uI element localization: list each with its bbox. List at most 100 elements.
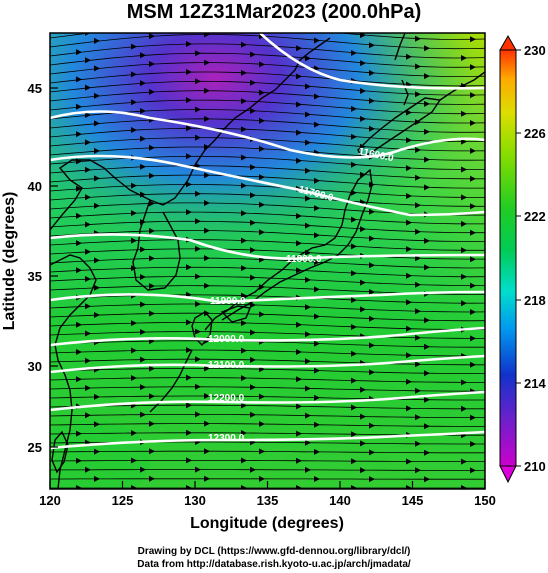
wind-arrow: [296, 45, 302, 52]
wind-arrow: [314, 177, 320, 184]
streamline: [50, 62, 485, 78]
contour-label: 12100.0: [208, 360, 245, 371]
wind-arrow: [204, 144, 210, 150]
wind-arrow: [406, 378, 412, 385]
wind-arrow: [470, 414, 476, 421]
wind-arrow: [369, 315, 375, 322]
wind-arrow: [424, 156, 430, 163]
wind-arrow: [424, 100, 430, 107]
wind-arrow: [140, 356, 146, 363]
streamline: [50, 276, 485, 287]
wind-arrow: [369, 97, 375, 104]
wind-arrow: [406, 219, 412, 226]
wind-arrow: [351, 50, 357, 56]
wind-arrow: [241, 154, 247, 161]
wind-arrow: [186, 457, 192, 464]
wind-arrow: [360, 386, 366, 393]
wind-arrow: [195, 328, 201, 335]
streamline: [50, 377, 485, 383]
wind-arrow: [241, 182, 247, 189]
wind-arrow: [470, 147, 476, 154]
wind-arrow: [351, 350, 357, 357]
footer-credit-data: Data from http://database.rish.kyoto-u.a…: [137, 559, 411, 570]
wind-arrow: [76, 321, 82, 328]
wind-arrow: [351, 243, 357, 250]
wind-arrow: [369, 70, 375, 76]
wind-arrow: [195, 301, 201, 308]
wind-arrow: [360, 279, 366, 286]
wind-arrow: [461, 485, 467, 489]
wind-arrow: [195, 383, 201, 390]
wind-arrow: [186, 69, 192, 75]
wind-arrow: [85, 357, 91, 364]
wind-arrow: [250, 247, 256, 254]
streamline: [50, 294, 485, 304]
wind-arrow: [131, 237, 137, 244]
wind-arrow: [305, 466, 311, 473]
wind-arrow: [305, 304, 311, 311]
streamline: [50, 257, 485, 269]
wind-arrow: [470, 92, 476, 99]
wind-arrow: [241, 126, 247, 133]
streamline: [50, 303, 485, 313]
wind-arrow: [85, 303, 91, 310]
wind-arrow: [76, 212, 82, 219]
wind-arrow: [94, 257, 100, 264]
wind-arrow: [351, 404, 357, 411]
y-tick-labels: 25 30 35 40 45: [28, 81, 42, 455]
wind-arrow: [424, 45, 430, 52]
wind-arrow: [140, 246, 146, 253]
wind-arrow: [131, 457, 137, 464]
colorbar-min-arrow: [499, 465, 517, 484]
streamline: [50, 312, 485, 322]
wind-arrow: [131, 182, 137, 189]
streamline: [50, 358, 485, 366]
wind-arrow: [415, 281, 421, 288]
wind-arrow: [94, 448, 100, 455]
coastline-sakhalin: [394, 33, 409, 106]
wind-arrow: [351, 161, 357, 168]
wind-arrow: [314, 37, 320, 44]
streamline: [50, 469, 485, 471]
wind-arrow: [195, 218, 201, 225]
wind-arrow: [424, 184, 430, 191]
wind-arrow: [76, 76, 82, 83]
wind-arrow: [94, 421, 100, 428]
wind-arrow: [351, 297, 357, 304]
wind-arrow: [461, 273, 467, 280]
wind-arrow: [415, 228, 421, 235]
wind-arrow: [76, 131, 82, 138]
wind-arrow: [250, 23, 256, 29]
wind-arrow: [250, 192, 256, 199]
wind-arrow: [296, 349, 302, 355]
wind-arrow: [149, 61, 155, 67]
coastline-japan-shikoku: [220, 305, 251, 323]
wind-arrow: [360, 33, 366, 39]
wind-arrow: [461, 300, 467, 307]
wind-arrow: [296, 403, 302, 410]
wind-arrow: [241, 69, 247, 76]
streamline: [50, 137, 485, 152]
wind-arrow: [76, 185, 82, 192]
wind-arrow: [314, 232, 320, 239]
wind-arrow: [415, 440, 421, 447]
wind-arrow: [186, 429, 192, 436]
wind-arrow: [140, 301, 146, 308]
coastline-china-east: [50, 254, 97, 489]
wind-arrow: [470, 309, 476, 315]
wind-arrow: [470, 335, 476, 342]
wind-arrow: [85, 166, 91, 173]
wind-arrow: [131, 127, 137, 133]
wind-arrow: [140, 329, 146, 335]
x-tick-label: 150: [474, 493, 496, 508]
wind-arrow: [470, 175, 476, 182]
wind-arrow: [204, 255, 210, 262]
wind-arrow: [186, 209, 192, 216]
wind-arrow: [415, 91, 421, 98]
wind-arrow: [415, 334, 421, 341]
wind-arrow: [94, 475, 100, 482]
wind-arrow: [296, 485, 302, 489]
x-axis: [49, 481, 486, 489]
wind-arrow: [241, 430, 247, 436]
wind-arrow: [360, 143, 366, 150]
